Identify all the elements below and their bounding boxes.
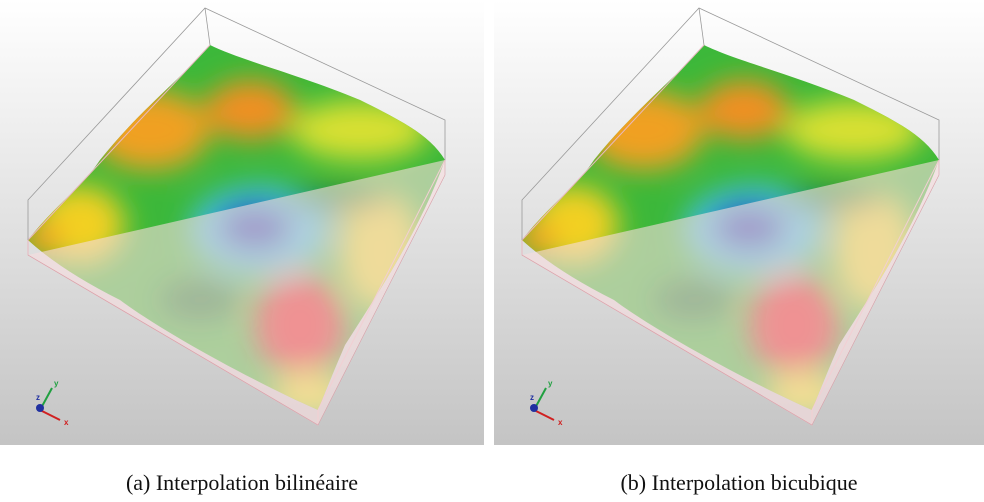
panel-a: x y z (a) Interpolation bilinéaire	[0, 0, 484, 495]
panel-b: x y z (b) Interpolation bicubique	[494, 0, 984, 495]
axis-gizmo: x y z	[36, 379, 69, 427]
axis-label: y	[54, 379, 59, 388]
caption: (b) Interpolation bicubique	[620, 470, 857, 495]
axis-label: x	[558, 418, 563, 427]
caption: (a) Interpolation bilinéaire	[126, 470, 358, 495]
axis-gizmo: x y z	[530, 379, 563, 427]
axis-label: z	[530, 393, 534, 402]
axis-label: y	[548, 379, 553, 388]
axis-label: z	[36, 393, 40, 402]
axis-label: x	[64, 418, 69, 427]
